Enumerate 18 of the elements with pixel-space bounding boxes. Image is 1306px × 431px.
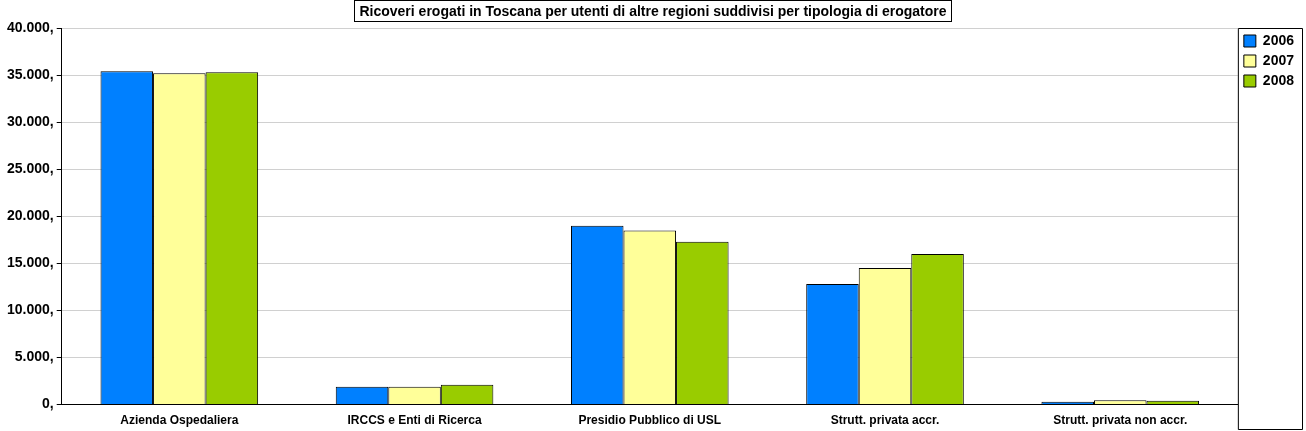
legend-label: 2008 xyxy=(1262,71,1295,88)
y-tick-label: 0, xyxy=(42,395,54,412)
x-tick-label: Azienda Ospedaliera xyxy=(120,413,239,428)
y-tick-label: 35.000, xyxy=(6,65,54,82)
y-tick-label: 5.000, xyxy=(14,348,54,365)
y-tick-label: 15.000, xyxy=(6,254,54,271)
y-tick-label: 10.000, xyxy=(6,301,54,318)
y-tick-label: 20.000, xyxy=(6,207,54,224)
x-tick-label: Strutt. privata accr. xyxy=(830,413,940,428)
y-tick-label: 25.000, xyxy=(6,160,54,177)
x-tick-label: IRCCS e Enti di Ricerca xyxy=(347,413,482,428)
y-tick-label: 30.000, xyxy=(6,113,54,130)
x-tick-label: Presidio Pubblico di USL xyxy=(578,413,722,428)
y-tick-label: 40.000, xyxy=(6,18,54,35)
legend-label: 2006 xyxy=(1262,31,1295,48)
chart-title: Ricoveri erogati in Toscana per utenti di altre regioni suddivisi per tipologia di erogatore xyxy=(354,0,952,22)
legend-label: 2007 xyxy=(1262,51,1295,68)
x-tick-label: Strutt. privata non accr. xyxy=(1053,413,1188,428)
